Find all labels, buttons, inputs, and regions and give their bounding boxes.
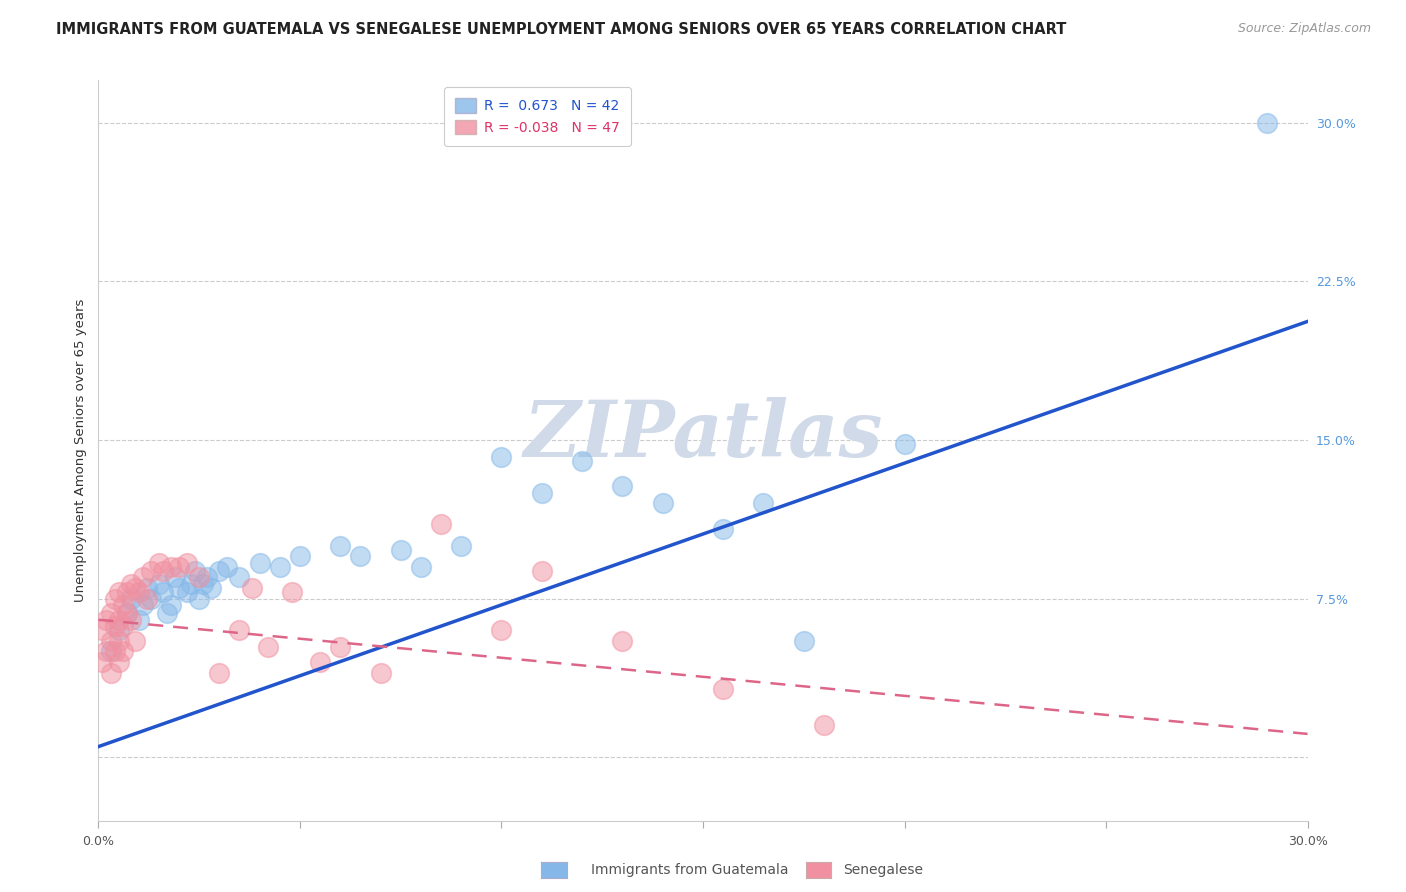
Point (160, 559, 183, 574)
Text: Source: ZipAtlas.com: Source: ZipAtlas.com (1237, 22, 1371, 36)
Point (100, 633, 122, 648)
Point (530, 564, 553, 578)
Text: IMMIGRANTS FROM GUATEMALA VS SENEGALESE UNEMPLOYMENT AMONG SENIORS OVER 65 YEARS: IMMIGRANTS FROM GUATEMALA VS SENEGALESE … (56, 22, 1067, 37)
Point (288, 549, 311, 564)
Legend: R =  0.673   N = 42, R = -0.038   N = 47: R = 0.673 N = 42, R = -0.038 N = 47 (444, 87, 631, 146)
Point (135, 581, 157, 595)
Point (193, 576, 215, 591)
Point (184, 564, 207, 578)
Point (132, 570, 155, 584)
Point (107, 585, 129, 599)
Point (240, 581, 263, 595)
Point (152, 585, 174, 599)
Point (329, 640, 352, 655)
Point (139, 564, 162, 578)
Point (389, 542, 412, 557)
Point (115, 585, 138, 599)
Point (612, 479, 634, 493)
Point (893, 437, 915, 451)
Point (107, 633, 129, 648)
Point (752, 496, 775, 510)
Point (813, 718, 835, 732)
Point (1256, 115, 1278, 129)
Point (132, 598, 155, 612)
Text: Immigrants from Guatemala: Immigrants from Guatemala (591, 863, 787, 877)
Point (128, 585, 150, 599)
Point (793, 633, 815, 648)
Point (217, 559, 239, 574)
Point (571, 454, 593, 468)
Point (111, 598, 134, 612)
Point (256, 640, 278, 655)
Point (711, 682, 734, 697)
Point (176, 556, 198, 570)
Point (156, 607, 179, 621)
Point (124, 633, 146, 648)
Point (111, 619, 134, 633)
Point (208, 564, 231, 578)
Point (120, 591, 142, 606)
Point (612, 633, 634, 648)
Point (128, 613, 150, 627)
Point (200, 581, 222, 595)
Point (163, 570, 186, 584)
Point (91, 624, 114, 638)
Text: Senegalese: Senegalese (844, 863, 924, 877)
Point (103, 644, 125, 658)
Point (111, 644, 134, 658)
Point (208, 665, 231, 680)
Point (329, 539, 352, 553)
Point (139, 591, 162, 606)
Point (167, 559, 190, 574)
Point (135, 591, 157, 606)
Point (195, 570, 218, 584)
Point (176, 585, 198, 599)
Point (160, 598, 183, 612)
Point (107, 655, 129, 669)
Point (115, 607, 138, 621)
Text: ZIPatlas: ZIPatlas (523, 398, 883, 474)
Point (491, 624, 513, 638)
Point (120, 613, 142, 627)
Point (269, 559, 291, 574)
Point (107, 624, 129, 638)
Point (103, 591, 125, 606)
Point (349, 549, 371, 564)
Point (530, 485, 553, 500)
Point (124, 581, 146, 595)
Point (450, 539, 472, 553)
Point (100, 607, 122, 621)
Point (370, 665, 392, 680)
Point (651, 496, 673, 510)
Point (309, 655, 332, 669)
Point (249, 556, 271, 570)
Point (180, 576, 202, 591)
Point (281, 585, 304, 599)
Point (711, 522, 734, 536)
Point (96, 613, 118, 627)
Point (115, 607, 138, 621)
Point (148, 556, 170, 570)
Point (188, 591, 211, 606)
Point (148, 576, 170, 591)
Point (491, 450, 513, 464)
Point (228, 570, 250, 584)
Point (107, 613, 129, 627)
Point (430, 517, 453, 532)
Y-axis label: Unemployment Among Seniors over 65 years: Unemployment Among Seniors over 65 years (75, 299, 87, 602)
Point (120, 576, 142, 591)
Point (409, 559, 432, 574)
Point (91, 655, 114, 669)
Point (100, 665, 122, 680)
Point (100, 644, 122, 658)
Point (103, 619, 125, 633)
Point (152, 564, 174, 578)
Point (96, 644, 118, 658)
Point (228, 624, 250, 638)
Point (188, 570, 211, 584)
Point (167, 581, 190, 595)
